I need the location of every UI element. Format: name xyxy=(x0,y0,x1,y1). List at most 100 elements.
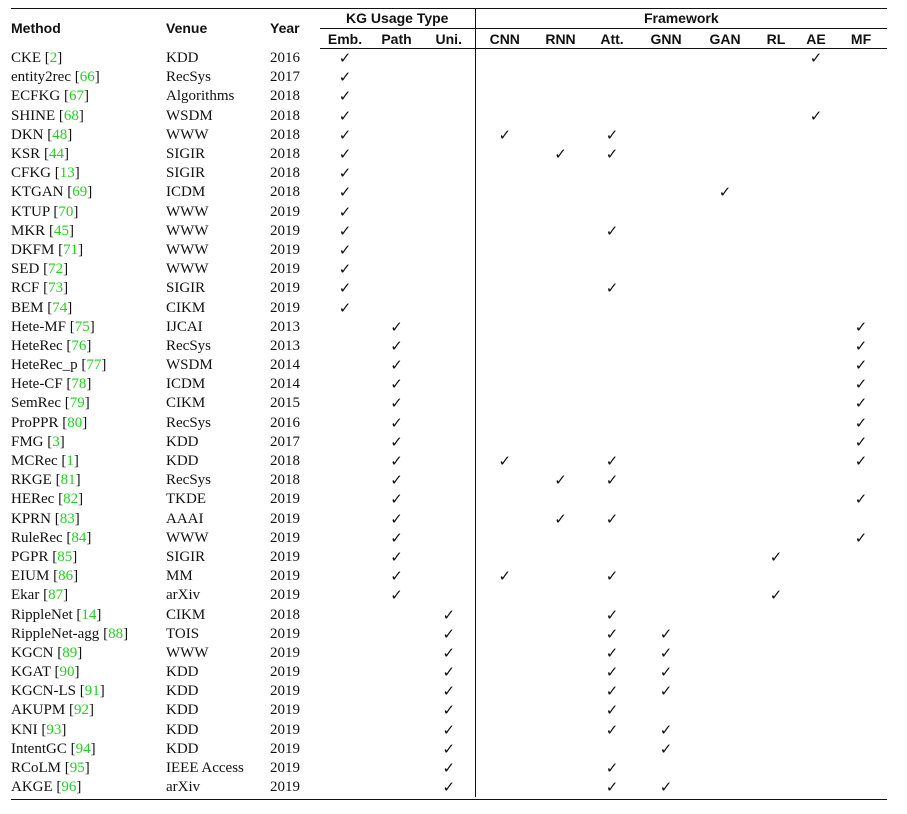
year-cell: 2019 xyxy=(270,529,300,546)
venue-cell: SIGIR xyxy=(166,146,206,163)
table-row: CKE [2] KDD 2016 ✓ ✓ xyxy=(11,48,887,69)
check-icon: ✓ xyxy=(498,125,512,144)
citation-link[interactable]: 2 xyxy=(49,49,58,66)
framework-cell-ae xyxy=(797,471,835,490)
year-cell: 2019 xyxy=(270,222,300,239)
citation-link[interactable]: 90 xyxy=(59,664,75,681)
framework-cell-att: ✓ xyxy=(587,721,637,740)
kg-cell-uni xyxy=(423,68,475,87)
venue-cell: WWW xyxy=(166,644,209,661)
method-cell: HeteRec_p [77] xyxy=(11,357,107,374)
citation-link[interactable]: 14 xyxy=(81,606,97,623)
citation-link[interactable]: 91 xyxy=(84,683,100,700)
venue-cell: SIGIR xyxy=(166,548,206,565)
framework-cell-rnn xyxy=(534,529,587,548)
framework-cell-rl xyxy=(755,701,797,720)
citation-link[interactable]: 68 xyxy=(63,107,79,124)
method-name: HERec xyxy=(11,491,55,508)
framework-cell-att: ✓ xyxy=(587,567,637,586)
citation-link[interactable]: 82 xyxy=(63,491,79,508)
framework-cell-gan xyxy=(695,490,755,509)
citation-link[interactable]: 88 xyxy=(108,625,124,642)
framework-cell-gnn xyxy=(637,222,695,241)
check-icon: ✓ xyxy=(390,471,403,490)
kg-cell-uni: ✓ xyxy=(423,740,475,759)
framework-cell-att xyxy=(587,68,637,87)
framework-cell-mf xyxy=(835,644,887,663)
check-icon: ✓ xyxy=(498,452,512,471)
framework-cell-cnn xyxy=(474,547,534,568)
framework-cell-rnn xyxy=(534,682,587,701)
citation-link[interactable]: 94 xyxy=(75,740,91,757)
citation-link[interactable]: 78 xyxy=(71,376,87,393)
table-row: AKGE [96] arXiv 2019 ✓ ✓ ✓ xyxy=(11,778,887,798)
citation-link[interactable]: 95 xyxy=(69,760,85,777)
citation-link[interactable]: 72 xyxy=(48,261,64,278)
framework-cell-gnn xyxy=(637,394,695,413)
check-icon: ✓ xyxy=(390,586,403,605)
framework-cell-rnn: ✓ xyxy=(534,145,587,164)
table-row: HERec [82] TKDE 2019 ✓ ✓ xyxy=(11,490,887,510)
citation-link[interactable]: 84 xyxy=(71,529,87,546)
citation-link[interactable]: 92 xyxy=(73,702,89,719)
framework-cell-mf xyxy=(835,222,887,241)
citation-link[interactable]: 3 xyxy=(52,433,60,450)
check-icon: ✓ xyxy=(442,701,456,720)
citation-link[interactable]: 89 xyxy=(62,644,78,661)
citation-link[interactable]: 80 xyxy=(67,414,83,431)
citation-link[interactable]: 77 xyxy=(86,357,102,374)
framework-cell-rnn xyxy=(534,433,587,452)
framework-cell-rnn xyxy=(534,49,587,69)
year-cell: 2019 xyxy=(270,702,300,719)
framework-cell-gnn xyxy=(637,279,695,298)
citation-link[interactable]: 45 xyxy=(53,222,69,239)
method-name: KNI xyxy=(11,721,38,738)
framework-cell-cnn xyxy=(474,221,534,241)
kg-cell-path xyxy=(370,107,423,126)
venue-cell: WWW xyxy=(166,529,209,546)
framework-cell-gnn xyxy=(637,759,695,778)
kg-cell-path: ✓ xyxy=(370,471,423,490)
citation-link[interactable]: 96 xyxy=(61,779,77,796)
check-icon: ✓ xyxy=(442,720,456,739)
kg-cell-path xyxy=(370,740,423,759)
citation-link[interactable]: 86 xyxy=(58,568,74,585)
table-row: KNI [93] KDD 2019 ✓ ✓ ✓ xyxy=(11,720,887,740)
framework-cell-rl xyxy=(755,394,797,413)
method-cell: RippleNet [14] xyxy=(11,606,102,623)
citation-link[interactable]: 67 xyxy=(68,88,84,105)
check-icon: ✓ xyxy=(854,528,868,547)
citation-link[interactable]: 93 xyxy=(46,721,62,738)
citation-link[interactable]: 73 xyxy=(48,280,64,297)
check-icon: ✓ xyxy=(338,279,352,298)
framework-cell-ae xyxy=(797,663,835,682)
framework-cell-rl xyxy=(755,241,797,260)
citation-link[interactable]: 87 xyxy=(48,587,64,604)
citation-link[interactable]: 13 xyxy=(59,165,75,182)
framework-cell-gan xyxy=(695,375,755,394)
citation-link[interactable]: 66 xyxy=(79,69,95,86)
citation-link[interactable]: 79 xyxy=(69,395,85,412)
citation-link[interactable]: 71 xyxy=(63,241,79,258)
kg-cell-emb: ✓ xyxy=(320,241,370,260)
citation-link[interactable]: 74 xyxy=(52,299,68,316)
citation-link[interactable]: 70 xyxy=(58,203,74,220)
kg-cell-emb: ✓ xyxy=(320,279,370,298)
framework-cell-rnn xyxy=(534,663,587,682)
citation-link[interactable]: 81 xyxy=(60,472,76,489)
framework-cell-cnn xyxy=(474,739,534,759)
citation-link[interactable]: 76 xyxy=(71,337,87,354)
citation-link[interactable]: 75 xyxy=(74,318,90,335)
citation-link[interactable]: 48 xyxy=(52,126,68,143)
citation-link[interactable]: 85 xyxy=(57,548,73,565)
citation-link[interactable]: 1 xyxy=(66,453,74,470)
check-icon: ✓ xyxy=(390,375,403,394)
header-att: Att. xyxy=(587,28,637,49)
table-row: BEM [74] CIKM 2019 ✓ xyxy=(11,298,887,318)
check-icon: ✓ xyxy=(338,260,352,279)
citation-link[interactable]: 83 xyxy=(59,510,75,527)
citation-link[interactable]: 69 xyxy=(72,184,88,201)
kg-cell-path: ✓ xyxy=(370,337,423,356)
citation-link[interactable]: 44 xyxy=(48,146,64,163)
kg-cell-emb xyxy=(320,548,370,567)
